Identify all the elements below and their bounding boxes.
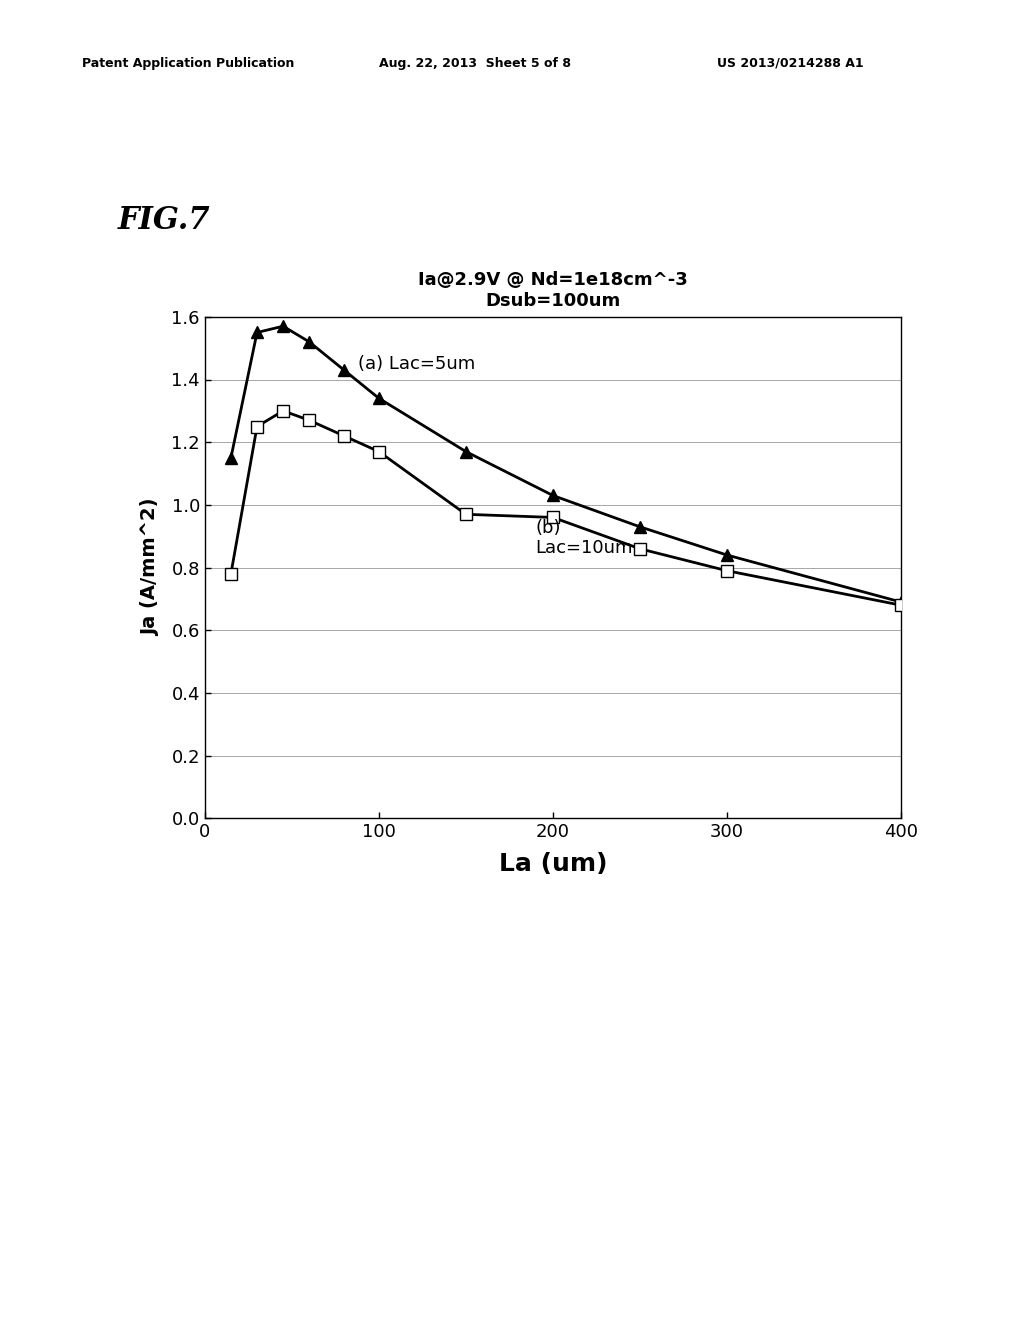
Text: (a) Lac=5um: (a) Lac=5um [358, 355, 475, 372]
Text: FIG.7: FIG.7 [118, 205, 210, 235]
Y-axis label: Ja (A/mm^2): Ja (A/mm^2) [141, 499, 160, 636]
Text: Patent Application Publication: Patent Application Publication [82, 57, 294, 70]
X-axis label: La (um): La (um) [499, 853, 607, 876]
Text: Aug. 22, 2013  Sheet 5 of 8: Aug. 22, 2013 Sheet 5 of 8 [379, 57, 571, 70]
Title: Ia@2.9V @ Nd=1e18cm^-3
Dsub=100um: Ia@2.9V @ Nd=1e18cm^-3 Dsub=100um [418, 271, 688, 310]
Text: (b)
Lac=10um: (b) Lac=10um [536, 519, 633, 557]
Text: US 2013/0214288 A1: US 2013/0214288 A1 [717, 57, 863, 70]
